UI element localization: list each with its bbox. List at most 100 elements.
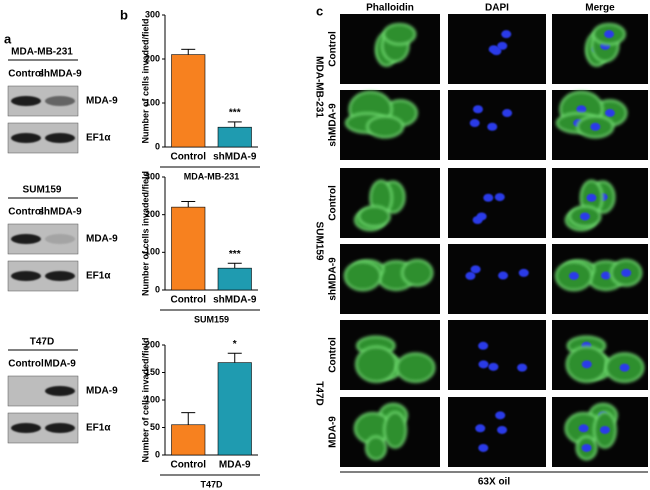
band (11, 234, 41, 244)
panel-label: c (316, 3, 323, 18)
nucleus (478, 360, 489, 369)
nucleus (619, 363, 630, 372)
x-axis-label: MDA-MB-231 (184, 171, 240, 181)
x-tick-label: Control (170, 460, 206, 471)
y-tick-label: 0 (155, 284, 160, 294)
lane-label: Control (8, 207, 44, 218)
lane-label: MDA-9 (44, 359, 76, 370)
band (45, 234, 75, 244)
band (11, 96, 41, 106)
row-label: shMDA-9 (328, 257, 339, 301)
y-tick-label: 150 (145, 367, 160, 377)
micrograph (448, 90, 546, 160)
nucleus (488, 362, 499, 371)
nucleus (478, 443, 489, 452)
band (45, 96, 75, 106)
band-label: MDA-9 (86, 96, 118, 107)
band (45, 133, 75, 143)
band-label: MDA-9 (86, 386, 118, 397)
lane-label: Control (8, 359, 44, 370)
y-axis-label: Number of cells invaded/field (140, 337, 150, 462)
nucleus (579, 212, 590, 221)
y-tick-label: 50 (150, 422, 160, 432)
y-axis-label: Number of cells invaded/field (140, 171, 150, 296)
band (45, 271, 75, 281)
nucleus (501, 30, 512, 39)
nucleus (590, 122, 601, 131)
nucleus (581, 360, 592, 369)
nucleus (478, 341, 489, 350)
x-axis-label: T47D (200, 479, 223, 489)
cell-line-label: T47D (30, 337, 54, 348)
nucleus (487, 122, 498, 131)
actin (401, 259, 434, 287)
x-tick-label: Control (170, 295, 206, 306)
y-tick-label: 100 (145, 394, 160, 404)
y-axis-label: Number of cells invaded/field (140, 18, 150, 143)
nucleus (497, 425, 508, 434)
y-tick-label: 0 (155, 449, 160, 459)
nucleus (497, 41, 508, 50)
panel-label: a (4, 31, 12, 46)
x-tick-label: Control (170, 152, 206, 163)
y-tick-label: 0 (155, 141, 160, 151)
y-tick-label: 300 (145, 171, 160, 181)
nucleus (469, 119, 480, 128)
bar (171, 424, 206, 456)
nucleus (494, 193, 505, 202)
nucleus (581, 443, 592, 452)
actin (395, 352, 436, 383)
nucleus (621, 268, 632, 277)
bar (171, 206, 206, 291)
lane-label: Control (8, 69, 44, 80)
actin (383, 411, 407, 449)
bar (171, 54, 206, 148)
group-label: MDA-MB-231 (313, 56, 324, 118)
bar (217, 267, 252, 291)
micrograph (448, 244, 546, 314)
nucleus (604, 30, 615, 39)
nucleus (470, 265, 481, 274)
band-label: EF1α (86, 271, 111, 282)
nucleus (465, 271, 476, 280)
band-label: MDA-9 (86, 234, 118, 245)
nucleus (476, 212, 487, 221)
band-label: EF1α (86, 423, 111, 434)
nucleus (475, 424, 486, 433)
y-tick-label: 300 (145, 9, 160, 19)
lane-label: shMDA-9 (38, 69, 82, 80)
nucleus (483, 193, 494, 202)
significance: *** (229, 108, 241, 119)
nucleus (599, 425, 610, 434)
y-tick-label: 100 (145, 97, 160, 107)
row-label: shMDA-9 (328, 103, 339, 147)
y-tick-label: 200 (145, 209, 160, 219)
column-label: DAPI (485, 3, 509, 14)
nucleus (576, 105, 587, 114)
column-label: Phalloidin (366, 3, 414, 14)
row-label: Control (328, 337, 339, 373)
band-label: EF1α (86, 133, 111, 144)
nucleus (518, 268, 529, 277)
x-tick-label: MDA-9 (219, 460, 251, 471)
nucleus (586, 193, 597, 202)
nucleus (495, 411, 506, 420)
micrograph (448, 397, 546, 467)
row-label: MDA-9 (328, 416, 339, 448)
lane-label: shMDA-9 (38, 207, 82, 218)
band (11, 423, 41, 433)
group-label: T47D (313, 381, 324, 405)
panel-label: b (120, 7, 128, 22)
band (45, 386, 75, 396)
actin (365, 435, 387, 461)
band (45, 423, 75, 433)
actin (355, 345, 398, 383)
y-tick-label: 200 (145, 53, 160, 63)
y-tick-label: 200 (145, 339, 160, 349)
nucleus (498, 271, 509, 280)
y-tick-label: 100 (145, 247, 160, 257)
band (11, 133, 41, 143)
x-axis-label: SUM159 (194, 314, 229, 324)
cell-line-label: SUM159 (23, 185, 62, 196)
